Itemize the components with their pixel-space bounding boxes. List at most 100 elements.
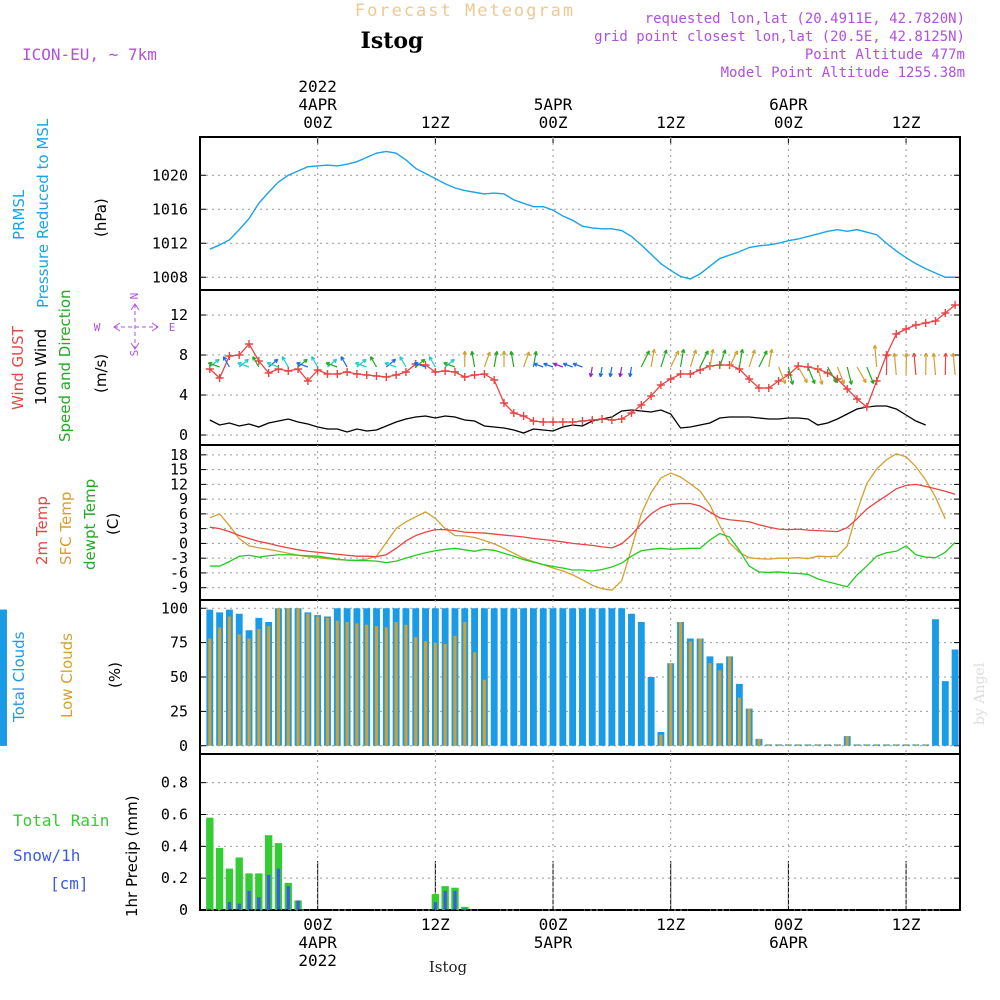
chart-title: Forecast Meteogram (355, 1, 575, 21)
gust-label: Wind GUST (9, 325, 27, 410)
pressure-frame (199, 136, 961, 291)
time-label: 4APR (298, 95, 337, 114)
total-clouds-label: Total Clouds (10, 631, 28, 723)
wind-direction-arrow (778, 366, 787, 385)
wind-legend: Wind GUST 10m Wind Speed and Direction (… (9, 289, 175, 442)
gust-marker (823, 369, 832, 377)
wind-direction-arrow (943, 352, 948, 376)
gust-marker (352, 370, 361, 378)
gust-marker (853, 395, 862, 403)
wind-direction-arrow (553, 362, 564, 368)
ytick-label: -6 (170, 564, 188, 582)
wind-direction-arrow (470, 350, 476, 368)
gust-marker (666, 375, 675, 383)
snow-bar (296, 900, 300, 910)
wind-direction-arrow (709, 348, 715, 368)
gust-marker (941, 309, 950, 317)
low-cloud-bar (257, 628, 261, 746)
snow-bar (286, 886, 290, 910)
pressure-label: Pressure Reduced to MSL (34, 118, 52, 308)
total-cloud-bar (598, 608, 606, 746)
low-cloud-bar (237, 634, 241, 746)
gust-marker (931, 317, 940, 325)
gridpoint-coords: grid point closest lon,lat (20.5E, 42.81… (594, 29, 965, 45)
low-cloud-bar (345, 622, 349, 746)
wind-direction-arrow (836, 366, 846, 385)
pressure-panel: 1008 1012 1016 1020 (152, 136, 961, 291)
precip-panel: 0 0.2 0.4 0.6 0.8 (161, 753, 961, 919)
gust-marker (774, 377, 783, 385)
dewpt-label: dewpt Temp (81, 479, 99, 570)
time-label: 4APR (298, 933, 337, 952)
wind-direction-arrow (729, 350, 739, 368)
low-cloud-bar (835, 744, 839, 746)
rain-bar (235, 857, 243, 910)
rain-bar (215, 847, 224, 910)
total-cloud-bar (647, 677, 655, 746)
ytick-label: 25 (170, 702, 188, 720)
ytick-label: 0.4 (161, 837, 188, 855)
low-cloud-bar (316, 616, 320, 746)
gust-marker (902, 325, 911, 333)
model-label: ICON-EU, ~ 7km (22, 45, 157, 64)
wind-direction-arrow (209, 358, 220, 368)
wind-direction-arrow (608, 366, 613, 378)
time-label: 5APR (534, 95, 573, 114)
wind-direction-arrow (884, 352, 890, 376)
snow-bar (257, 897, 261, 910)
snow-label: Snow/1h (13, 846, 80, 865)
low-cloud-bar (355, 623, 359, 746)
low-cloud-bar (394, 622, 398, 746)
wind-direction-arrow (543, 362, 554, 368)
ytick-label: 50 (170, 668, 188, 686)
gust-marker (558, 418, 567, 426)
total-cloud-bar (932, 619, 939, 746)
wind-panel: 0 4 8 12 (170, 290, 961, 446)
gust-marker (450, 368, 459, 376)
low-cloud-bar (365, 624, 369, 746)
wind-direction-arrow (588, 366, 594, 378)
ytick-label: 12 (170, 306, 188, 324)
total-cloud-bar (520, 608, 528, 746)
wind-direction-arrow (827, 366, 838, 384)
dewpt-line (209, 532, 956, 588)
low-cloud-bar (845, 736, 849, 746)
clouds-unit: (%) (106, 662, 124, 688)
wind-direction-arrow (738, 348, 745, 368)
time-label: 12Z (656, 915, 685, 934)
pressure-line (209, 150, 956, 280)
gust-marker (754, 384, 763, 392)
gust-marker (696, 366, 705, 374)
snow-bar (433, 902, 438, 910)
wind-direction-arrow (399, 356, 407, 368)
gust-marker (568, 418, 577, 426)
wind-label: 10m Wind (32, 329, 50, 405)
low-cloud-bar (757, 738, 761, 746)
time-label: 12Z (892, 113, 921, 132)
gust-marker (392, 371, 401, 379)
wind-direction-arrow (384, 361, 397, 368)
total-cloud-bar (0, 609, 7, 746)
ytick-label: 9 (179, 490, 188, 508)
gust-marker (333, 370, 342, 378)
wind-direction-arrow (866, 366, 875, 385)
total-cloud-bar (637, 622, 645, 746)
gust-marker (323, 370, 332, 378)
wind-direction-arrow (355, 361, 367, 368)
time-label: 00Z (303, 113, 332, 132)
gust-marker (686, 370, 695, 378)
total-cloud-bar (579, 608, 586, 746)
wind-direction-arrow (443, 361, 456, 368)
point-altitude: Point Altitude 477m (805, 47, 965, 63)
low-cloud-bar (276, 608, 280, 746)
total-cloud-bar (951, 649, 959, 746)
gust-marker (794, 362, 803, 370)
gust-marker (617, 415, 626, 423)
wind-direction-arrow (501, 350, 507, 367)
wind-direction-arrow (266, 361, 279, 368)
wind-direction-arrow (911, 352, 917, 376)
gust-marker (343, 368, 352, 376)
